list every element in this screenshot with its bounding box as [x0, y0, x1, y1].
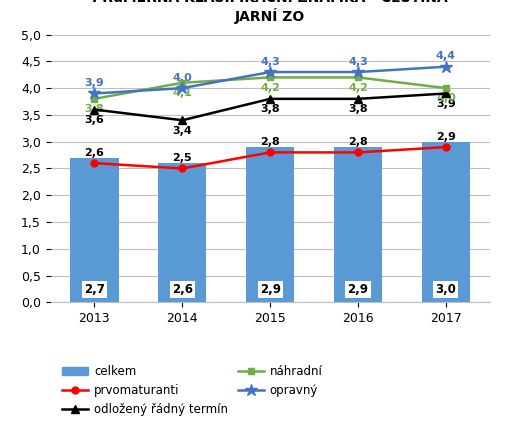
Bar — [246, 147, 294, 302]
Text: 4,2: 4,2 — [260, 83, 280, 93]
Text: 2,7: 2,7 — [84, 283, 105, 296]
Text: 4,3: 4,3 — [348, 57, 368, 67]
Text: 4,0: 4,0 — [172, 73, 192, 83]
Bar — [70, 158, 119, 302]
Text: 4,2: 4,2 — [348, 83, 368, 93]
Bar — [334, 147, 382, 302]
Text: 3,9: 3,9 — [436, 99, 456, 109]
Text: 2,6: 2,6 — [172, 283, 193, 296]
Text: 4,4: 4,4 — [436, 51, 456, 61]
Text: 4,1: 4,1 — [172, 88, 192, 98]
Text: 2,6: 2,6 — [84, 148, 105, 158]
Text: 3,8: 3,8 — [348, 104, 368, 114]
Text: 2,5: 2,5 — [173, 153, 192, 163]
Text: 3,6: 3,6 — [84, 115, 105, 125]
Text: 2,9: 2,9 — [436, 132, 456, 142]
Text: 4,0: 4,0 — [436, 93, 456, 104]
Title: PRůMĚRNÁ KLASIFIKAČNÍ ZNÁMKA - ČEŠTINA
JARNÍ ZO: PRůMĚRNÁ KLASIFIKAČNÍ ZNÁMKA - ČEŠTINA J… — [92, 0, 448, 24]
Text: 3,9: 3,9 — [84, 78, 105, 88]
Text: 2,9: 2,9 — [260, 283, 281, 296]
Text: 3,8: 3,8 — [85, 104, 104, 114]
Legend: celkem, prvomaturanti, odložený řádný termín, náhradní, opravný: celkem, prvomaturanti, odložený řádný te… — [57, 359, 328, 422]
Text: 4,3: 4,3 — [260, 57, 280, 67]
Text: 3,0: 3,0 — [435, 283, 457, 296]
Bar — [158, 163, 207, 302]
Bar — [422, 142, 470, 302]
Text: 2,8: 2,8 — [260, 137, 280, 147]
Text: 3,8: 3,8 — [261, 104, 280, 114]
Text: 2,8: 2,8 — [348, 137, 368, 147]
Text: 3,4: 3,4 — [172, 126, 192, 136]
Text: 2,9: 2,9 — [347, 283, 369, 296]
